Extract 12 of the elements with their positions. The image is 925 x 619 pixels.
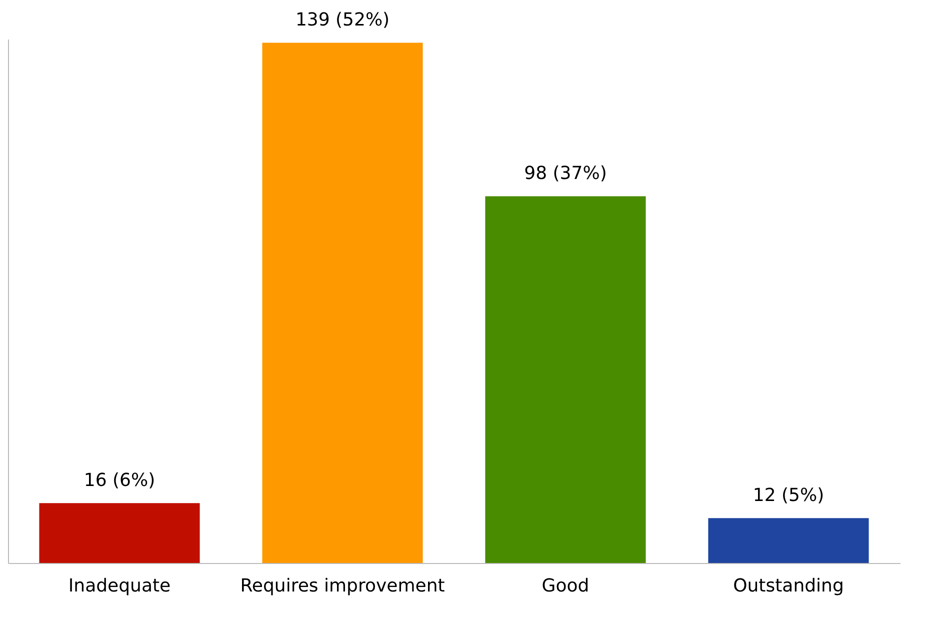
data-label: 139 (52%) xyxy=(295,10,390,31)
data-label: 12 (5%) xyxy=(752,485,824,506)
x-tick-label: Inadequate xyxy=(68,576,171,596)
bar xyxy=(708,518,869,563)
x-tick-label: Requires improvement xyxy=(240,576,445,596)
bar xyxy=(485,196,646,563)
x-tick-label: Good xyxy=(542,576,590,596)
bar xyxy=(39,503,200,563)
data-label: 16 (6%) xyxy=(84,470,156,492)
x-tick-label: Outstanding xyxy=(733,576,844,596)
bar xyxy=(262,42,423,563)
data-label: 98 (37%) xyxy=(524,163,607,184)
